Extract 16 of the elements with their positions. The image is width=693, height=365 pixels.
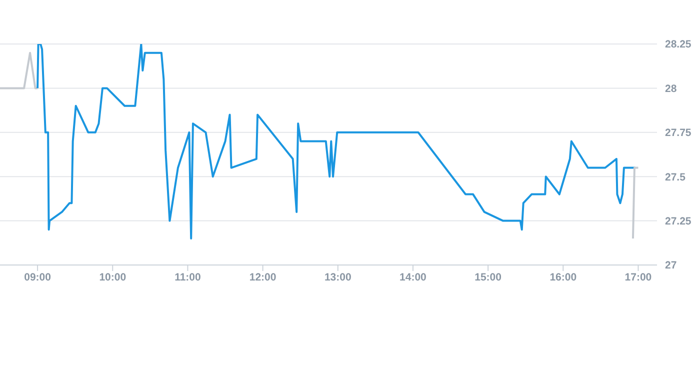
x-tick-label: 12:00: [249, 271, 276, 284]
x-tick-label: 14:00: [400, 271, 427, 284]
x-tick-label: 09:00: [24, 271, 52, 284]
x-tick-label: 11:00: [174, 271, 202, 284]
y-tick-label: 27.75: [665, 127, 692, 140]
y-tick-label: 27.5: [665, 171, 686, 184]
x-tick-label: 15:00: [474, 271, 502, 284]
x-tick-label: 10:00: [99, 271, 126, 284]
y-tick-label: 27.25: [665, 216, 692, 228]
line-series: [36, 44, 636, 240]
x-tick-label: 17:00: [624, 271, 652, 284]
y-tick-label: 28.25: [665, 38, 692, 51]
y-tick-label: 27: [665, 260, 677, 272]
x-tick-label: 13:00: [324, 271, 352, 284]
y-tick-label: 28: [665, 82, 677, 95]
x-tick-label: 16:00: [550, 271, 577, 284]
